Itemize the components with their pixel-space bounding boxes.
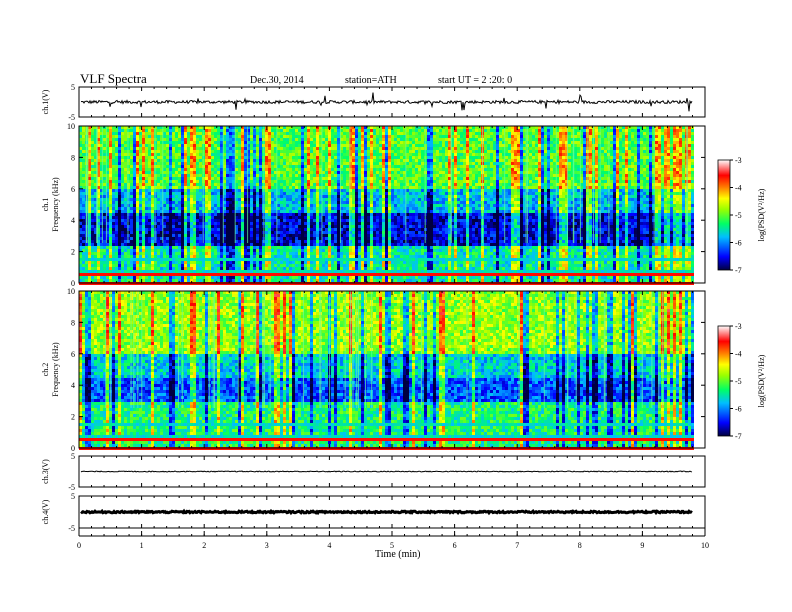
cbar1-tick-label: -4 — [735, 184, 742, 193]
time-axis: 0 1 2 3 4 5 6 7 8 9 10 — [77, 528, 709, 550]
cbar2-label: log(PSD(V²/Hz) — [757, 354, 766, 407]
cbar2-tick-label: -5 — [735, 377, 742, 386]
ch4-waveform-line — [80, 508, 693, 516]
x-axis-label: Time (min) — [375, 549, 420, 560]
ch4-ylabel: ch.4(V) — [41, 499, 50, 524]
x-tick-label: 2 — [202, 541, 206, 550]
figure-title: VLF Spectra — [80, 71, 147, 86]
ch1-waveform-panel: 5 -5 ch.1(V) — [41, 83, 706, 122]
s1-tick-label: 0 — [71, 279, 75, 288]
station-label: station=ATH — [345, 75, 397, 86]
cbar2-tick-label: -3 — [735, 322, 742, 331]
ch4-tick-label: -5 — [68, 524, 75, 533]
x-tick-label: 8 — [578, 541, 582, 550]
s2-tick-label: 4 — [71, 381, 75, 390]
ch3-waveform-panel: 5 -5 ch.3(V) — [41, 452, 706, 492]
ch1-tick-label: 5 — [71, 83, 75, 92]
s2-tick-label: 8 — [71, 318, 75, 327]
s2-tick-label: 10 — [67, 287, 75, 296]
x-tick-label: 10 — [701, 541, 709, 550]
s1-ylabel: Frequency (kHz) — [51, 177, 60, 232]
x-tick-label: 0 — [77, 541, 81, 550]
s2-ylabel: ch.2 — [41, 363, 50, 377]
ch4-tick-label: 5 — [71, 492, 75, 501]
s1-spectrogram-cells — [78, 126, 694, 285]
x-tick-label: 7 — [515, 541, 519, 550]
s2-ylabel: Frequency (kHz) — [51, 342, 60, 397]
x-tick-label: 1 — [140, 541, 144, 550]
x-tick-label: 6 — [453, 541, 457, 550]
ch4-waveform-panel: 5 -5 ch.4(V) — [41, 492, 706, 533]
cbar1-tick-label: -6 — [735, 239, 742, 248]
ch3-tick-label: -5 — [68, 483, 75, 492]
cbar2-tick-label: -4 — [735, 350, 742, 359]
cbar1-gradient — [717, 159, 731, 271]
cbar1-label: log(PSD(V²/Hz) — [757, 188, 766, 241]
date-label: Dec.30, 2014 — [250, 75, 304, 86]
x-tick-label: 3 — [265, 541, 269, 550]
s1-tick-label: 10 — [67, 122, 75, 131]
start-ut-label: start UT = 2 :20: 0 — [438, 75, 512, 86]
cbar2-gradient — [717, 325, 731, 437]
x-tick-label: 4 — [327, 541, 331, 550]
ch1-spectrogram-panel: 0 2 4 6 8 10 ch.1 Frequency (kHz) — [41, 122, 706, 288]
cbar2-tick-label: -6 — [735, 405, 742, 414]
s2-tick-label: 2 — [71, 413, 75, 422]
ch2-colorbar: -3 -4 -5 -6 -7 log(PSD(V²/Hz) — [717, 322, 766, 441]
ch3-ylabel: ch.3(V) — [41, 459, 50, 484]
ch3-waveform-line — [80, 470, 693, 473]
s1-tick-label: 6 — [71, 185, 75, 194]
ch3-tick-label: 5 — [71, 452, 75, 461]
cbar1-tick-label: -3 — [735, 156, 742, 165]
s2-tick-label: 0 — [71, 444, 75, 453]
cbar1-tick-label: -7 — [735, 266, 742, 275]
cbar2-tick-label: -7 — [735, 432, 742, 441]
ch2-spectrogram-panel: 0 2 4 6 8 10 ch.2 Frequency (kHz) — [41, 287, 706, 453]
s1-tick-label: 2 — [71, 248, 75, 257]
s1-tick-label: 4 — [71, 216, 75, 225]
ch1-ylabel: ch.1(V) — [41, 89, 50, 114]
ch1-waveform-line — [80, 92, 693, 112]
x-tick-label: 9 — [640, 541, 644, 550]
s2-spectrogram-cells — [79, 291, 694, 450]
ch1-tick-label: -5 — [68, 113, 75, 122]
cbar1-tick-label: -5 — [735, 211, 742, 220]
ch1-colorbar: -3 -4 -5 -6 -7 log(PSD(V²/Hz) — [717, 156, 766, 275]
x-tick-label: 5 — [390, 541, 394, 550]
s1-tick-label: 8 — [71, 153, 75, 162]
s1-ylabel: ch.1 — [41, 198, 50, 212]
s2-tick-label: 6 — [71, 350, 75, 359]
